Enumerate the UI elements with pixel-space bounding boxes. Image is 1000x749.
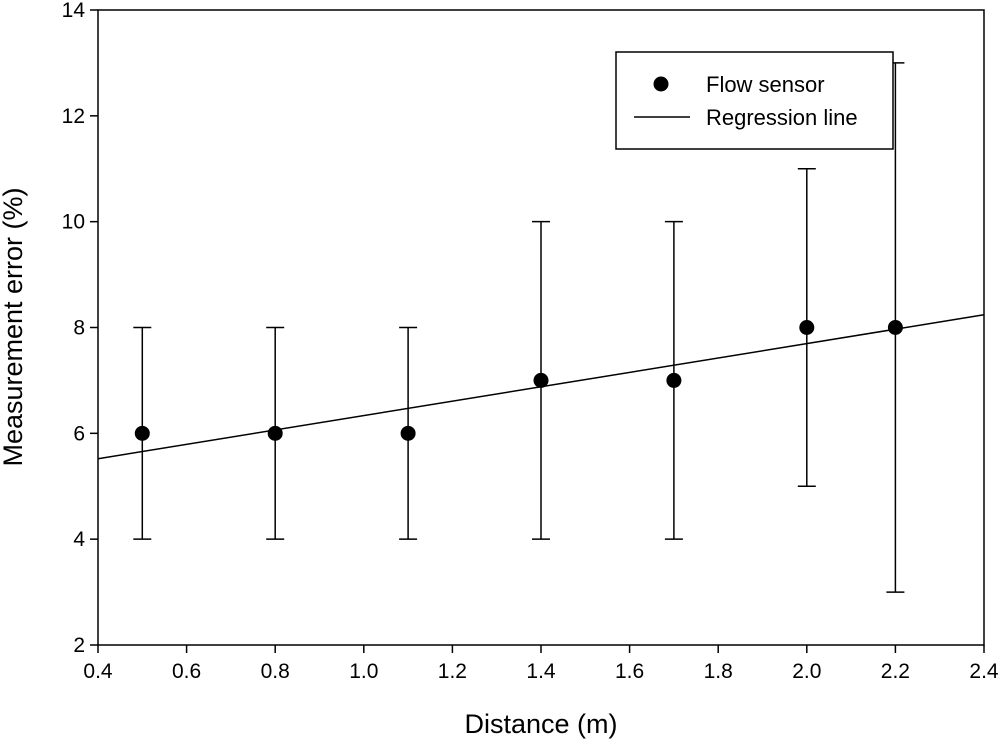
y-axis: 2 4 6 8 10 12 14 (62, 0, 98, 657)
x-tick-label: 2.2 (881, 660, 910, 683)
legend-box (615, 51, 894, 150)
x-tick-label: 1.2 (438, 660, 467, 683)
data-point (887, 320, 903, 335)
x-tick-label: 1.8 (704, 660, 733, 683)
data-point (267, 425, 283, 441)
data-point (666, 372, 682, 388)
y-tick-label: 4 (73, 528, 85, 551)
data-point (799, 320, 815, 335)
data-points-layer (134, 320, 903, 441)
y-tick-label: 12 (62, 105, 85, 128)
x-tick-label: 2.4 (969, 660, 999, 683)
data-point (533, 372, 549, 388)
x-tick-label: 1.4 (526, 660, 556, 683)
data-point (400, 425, 416, 441)
x-tick-label: 2.0 (792, 660, 821, 683)
x-tick-label: 0.8 (261, 660, 290, 683)
y-tick-label: 2 (73, 634, 85, 657)
x-tick-label: 0.6 (172, 660, 201, 683)
data-point (134, 425, 150, 441)
x-axis: 0.4 0.6 0.8 1.0 1.2 1.4 1.6 1.8 2.0 2.2 2.4 (83, 645, 999, 683)
y-tick-label: 6 (73, 422, 85, 445)
legend: Flow sensor Regression line (615, 51, 894, 150)
x-axis-title: Distance (m) (464, 709, 617, 739)
y-tick-label: 14 (62, 0, 86, 22)
y-axis-title: Measurement error (%) (0, 187, 28, 466)
x-tick-label: 0.4 (83, 660, 113, 683)
legend-label-regression-line: Regression line (706, 105, 858, 130)
legend-marker-flow-sensor (653, 76, 669, 92)
x-tick-label: 1.6 (615, 660, 644, 683)
legend-label-flow-sensor: Flow sensor (706, 72, 825, 97)
x-tick-label: 1.0 (349, 660, 378, 683)
y-tick-label: 10 (62, 211, 85, 234)
y-tick-label: 8 (73, 317, 85, 340)
